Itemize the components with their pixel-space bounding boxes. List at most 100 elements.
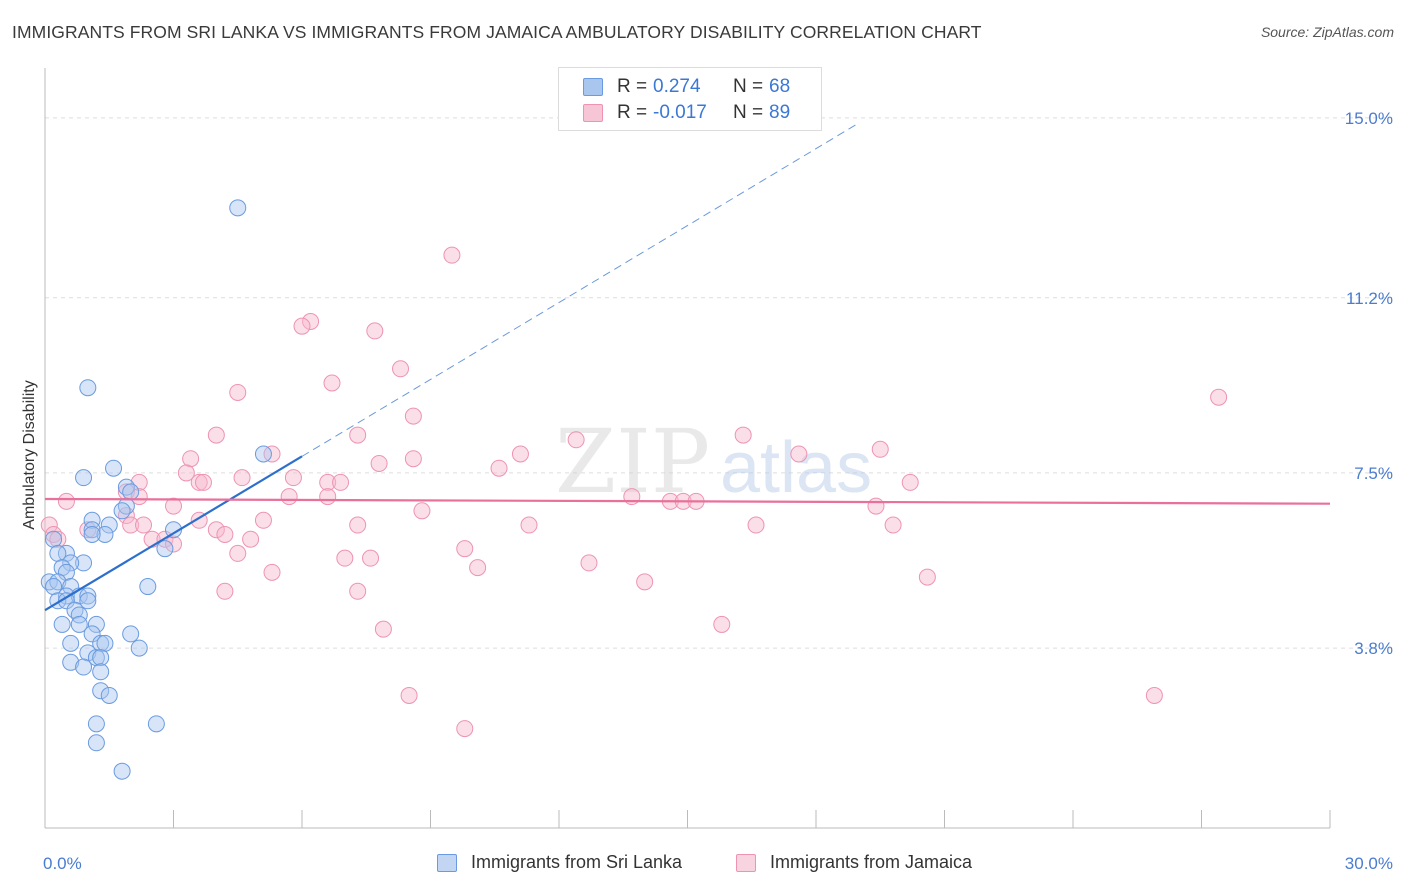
jamaica-point [177,464,195,482]
jamaica-point [207,521,225,539]
jamaica-point [130,488,148,506]
jamaica-point [293,317,311,335]
jamaica-point [370,454,388,472]
jamaica-point [456,720,474,738]
sri-lanka-trend-line [44,455,303,612]
sri-lanka-point [57,592,75,610]
y-tick-label: 11.2% [1346,289,1393,308]
jamaica-point [520,516,538,534]
jamaica-point [392,360,410,378]
legend-item-sri-lanka[interactable]: Immigrants from Sri Lanka [437,852,682,873]
sri-lanka-points [40,199,272,780]
jamaica-point [713,615,731,633]
sri-lanka-point [113,762,131,780]
jamaica-point [790,445,808,463]
sri-lanka-point [83,525,101,543]
jamaica-point [165,535,182,553]
jamaica-point [511,445,529,463]
sri-lanka-point [147,715,165,733]
jamaica-point [336,549,354,567]
jamaica-point [349,516,367,534]
jamaica-points [40,246,1228,738]
jamaica-point [263,445,281,463]
legend-label-jamaica: Immigrants from Jamaica [770,852,973,872]
jamaica-point [319,473,337,491]
jamaica-point [57,492,75,510]
legend-row-jamaica: R = -0.017 N = 89 [583,102,790,124]
jamaica-point [319,488,337,506]
jamaica-point [443,246,461,264]
sri-lanka-trend-extension [301,122,860,457]
legend-n-value: 89 [769,102,791,123]
axes [44,68,1331,829]
jamaica-point [404,450,422,468]
sri-lanka-point [122,483,140,501]
trend-lines [44,122,1331,612]
watermark-zip: ZIP [555,410,710,513]
legend-r-value: 0.274 [653,76,701,97]
jamaica-point [190,473,208,491]
jamaica-point [884,516,902,534]
sri-lanka-point [83,511,101,529]
chart-title: IMMIGRANTS FROM SRI LANKA VS IMMIGRANTS … [12,22,982,42]
jamaica-point [284,469,302,487]
jamaica-point [49,530,67,548]
sri-lanka-point [156,540,174,558]
watermark-atlas: atlas [720,428,872,508]
legend-r-label: R = [617,76,648,97]
jamaica-point [636,573,654,591]
jamaica-point [182,450,200,468]
legend-label-sri-lanka: Immigrants from Sri Lanka [471,852,683,872]
jamaica-point [349,582,367,600]
y-tick-label: 7.5% [1354,464,1393,483]
sri-lanka-point [83,521,101,539]
legend-n-label: N = [733,76,764,97]
jamaica-point [871,440,889,458]
jamaica-point [130,473,148,491]
legend-item-jamaica[interactable]: Immigrants from Jamaica [736,852,972,873]
sri-lanka-point [75,554,93,572]
legend-swatch-jamaica [736,853,756,872]
jamaica-point [918,568,936,586]
jamaica-point [254,511,272,529]
sri-lanka-point [96,634,114,652]
series-legend: Immigrants from Sri Lanka Immigrants fro… [0,852,1406,876]
tick-labels: 3.8% 7.5% 11.2% 15.0% 0.0% 30.0% [43,109,1393,873]
sri-lanka-point [87,615,105,633]
y-tick-label: 15.0% [1345,109,1393,128]
jamaica-point [165,497,182,515]
sri-lanka-point [113,502,131,520]
legend-swatch-jamaica [583,104,603,122]
jamaica-point [867,497,885,515]
jamaica-point [229,544,247,562]
watermark: ZIP atlas [555,410,872,513]
jamaica-point [362,549,380,567]
sri-lanka-point [79,587,97,605]
jamaica-point [332,473,350,491]
jamaica-point [216,525,234,543]
x-tick-label: 0.0% [43,854,82,873]
sri-lanka-point [70,606,88,624]
jamaica-point [216,582,234,600]
jamaica-point [567,431,585,449]
y-axis-label: Ambulatory Disability [21,380,38,529]
sri-lanka-point [62,653,80,671]
jamaica-trend-line [44,497,1331,505]
legend-row-sri-lanka: R = 0.274 N = 68 [583,76,790,98]
sri-lanka-point [139,578,157,596]
sri-lanka-point [53,615,71,633]
sri-lanka-point [70,615,88,633]
jamaica-point [194,473,212,491]
jamaica-point [901,473,919,491]
sri-lanka-point [92,663,110,681]
jamaica-point [1145,686,1163,704]
sri-lanka-point [100,516,118,534]
sri-lanka-point [122,625,140,643]
legend-n-value: 68 [769,76,791,97]
jamaica-point [456,540,474,558]
jamaica-point [233,469,251,487]
sri-lanka-point [75,469,93,487]
sri-lanka-point [62,634,80,652]
jamaica-point [207,426,225,444]
sri-lanka-point [92,682,110,700]
